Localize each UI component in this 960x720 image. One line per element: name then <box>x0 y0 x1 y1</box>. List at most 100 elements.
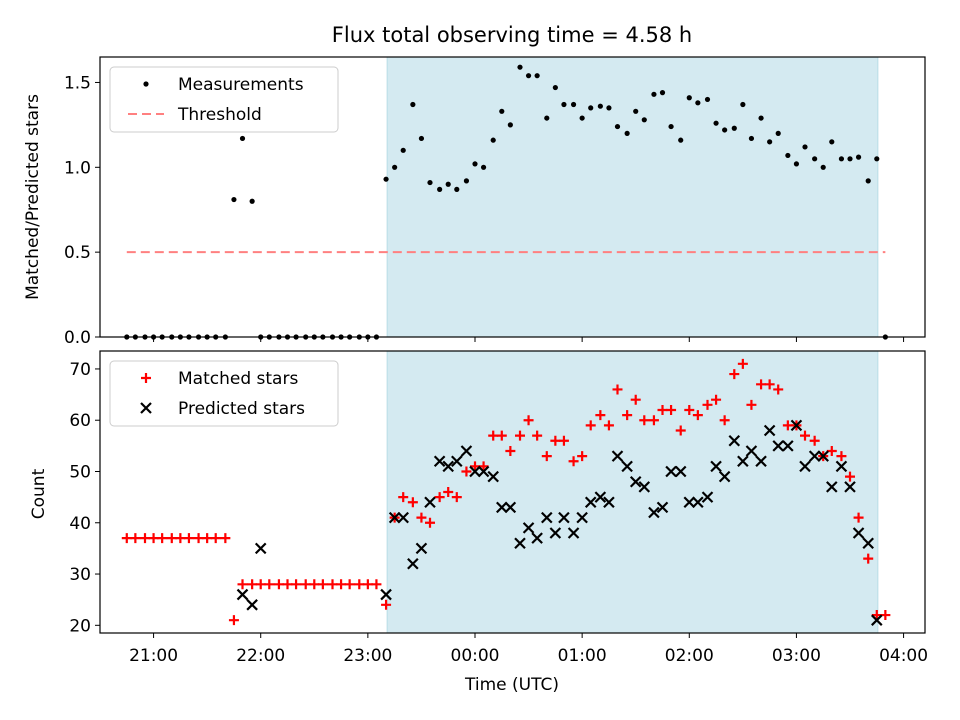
matched-star-point <box>612 384 623 395</box>
predicted-star-point <box>451 455 463 468</box>
measurement-point <box>472 161 478 167</box>
measurement-point <box>651 91 657 97</box>
y-tick-label: 1.5 <box>64 73 91 93</box>
measurement-point <box>561 101 567 108</box>
predicted-star-point <box>835 460 848 473</box>
y-tick-label: 50 <box>69 462 91 482</box>
matched-star-point <box>157 533 168 544</box>
matched-star-point <box>692 410 703 421</box>
matched-star-point <box>845 471 855 482</box>
predicted-star-point <box>772 440 784 452</box>
y-tick-label: 0.0 <box>64 328 91 348</box>
matched-star-point <box>488 430 499 441</box>
measurement-point <box>534 73 540 79</box>
top-y-axis-label: Matched/Predicted stars <box>23 94 43 300</box>
y-tick-label: 70 <box>69 360 91 380</box>
measurement-point <box>552 84 558 91</box>
matched-star-point <box>416 512 427 523</box>
matched-star-point <box>362 579 373 590</box>
matched-star-point <box>478 461 489 472</box>
predicted-star-point <box>611 450 624 462</box>
matched-star-point <box>836 451 847 462</box>
matched-star-point <box>558 435 569 446</box>
predicted-star-point <box>504 501 517 514</box>
matched-star-point <box>622 410 633 421</box>
x-axis-label: Time (UTC) <box>464 675 559 695</box>
predicted-star-point <box>388 511 401 524</box>
predicted-star-point <box>603 496 615 509</box>
y-tick-label: 0.5 <box>64 243 91 263</box>
axes-frame <box>99 350 926 634</box>
matched-star-point <box>532 430 543 441</box>
predicted-star-point <box>558 511 570 524</box>
predicted-star-point <box>621 460 633 473</box>
matched-star-point <box>237 579 248 590</box>
matched-star-point <box>756 379 767 390</box>
matched-star-point <box>381 599 392 610</box>
matched-star-point <box>719 415 730 426</box>
matched-star-point <box>496 430 507 441</box>
measurement-point <box>829 139 835 145</box>
measurement-point <box>874 156 880 162</box>
measurement-point <box>740 101 746 108</box>
matched-star-point <box>327 579 338 590</box>
predicted-star-point <box>433 455 446 468</box>
measurement-point <box>695 100 701 106</box>
predicted-star-point <box>496 501 508 514</box>
matched-star-point <box>853 512 864 523</box>
matched-star-point <box>826 445 837 456</box>
measurement-point <box>392 164 398 170</box>
legend-predicted-swatch <box>140 402 152 414</box>
measurement-point <box>775 130 781 136</box>
predicted-star-point <box>763 424 776 437</box>
matched-star-point <box>585 420 596 431</box>
matched-star-point <box>880 610 891 621</box>
matched-star-point <box>639 415 650 426</box>
predicted-star-point <box>629 475 642 488</box>
legend-label: Predicted stars <box>178 399 305 419</box>
legend-label: Threshold <box>177 105 262 125</box>
matched-star-point <box>657 404 668 415</box>
measurement-point <box>383 176 389 182</box>
matched-star-point <box>434 492 445 503</box>
matched-star-point <box>451 492 462 503</box>
measurement-point <box>820 164 826 170</box>
measurement-point <box>624 130 630 136</box>
predicted-star-point <box>594 491 607 503</box>
matched-star-point <box>505 445 516 456</box>
matched-star-point <box>407 497 418 508</box>
matched-star-point <box>220 533 231 544</box>
predicted-star-point <box>254 542 267 555</box>
matched-star-point <box>344 579 355 590</box>
matched-star-point <box>764 379 775 390</box>
x-tick-label: 23:00 <box>343 646 392 666</box>
matched-star-point <box>684 404 695 415</box>
measurement-point <box>579 115 585 121</box>
measurement-point <box>231 196 237 203</box>
x-tick-label: 21:00 <box>129 646 178 666</box>
matched-star-point <box>746 399 757 410</box>
matched-star-point <box>264 579 275 590</box>
measurement-point <box>606 105 612 111</box>
x-tick-label: 01:00 <box>558 646 607 666</box>
predicted-star-point <box>692 496 704 509</box>
matched-star-point <box>273 579 284 590</box>
predicted-star-point <box>648 506 660 519</box>
predicted-star-point <box>549 527 562 539</box>
measurement-point <box>525 73 532 79</box>
predicted-star-point <box>665 465 677 478</box>
predicted-star-point <box>799 460 811 473</box>
matched-star-point <box>666 404 677 415</box>
matched-star-point <box>202 533 213 544</box>
measurement-point <box>722 127 728 133</box>
measurement-point <box>490 137 496 143</box>
matched-star-point <box>398 492 409 503</box>
chart-title: Flux total observing time = 4.58 h <box>332 23 692 47</box>
measurement-point <box>767 139 773 145</box>
measurement-point <box>704 96 711 103</box>
measurement-point <box>427 179 433 186</box>
axes-frame <box>99 56 926 338</box>
predicted-star-point <box>584 496 597 509</box>
matched-star-point <box>515 430 525 441</box>
